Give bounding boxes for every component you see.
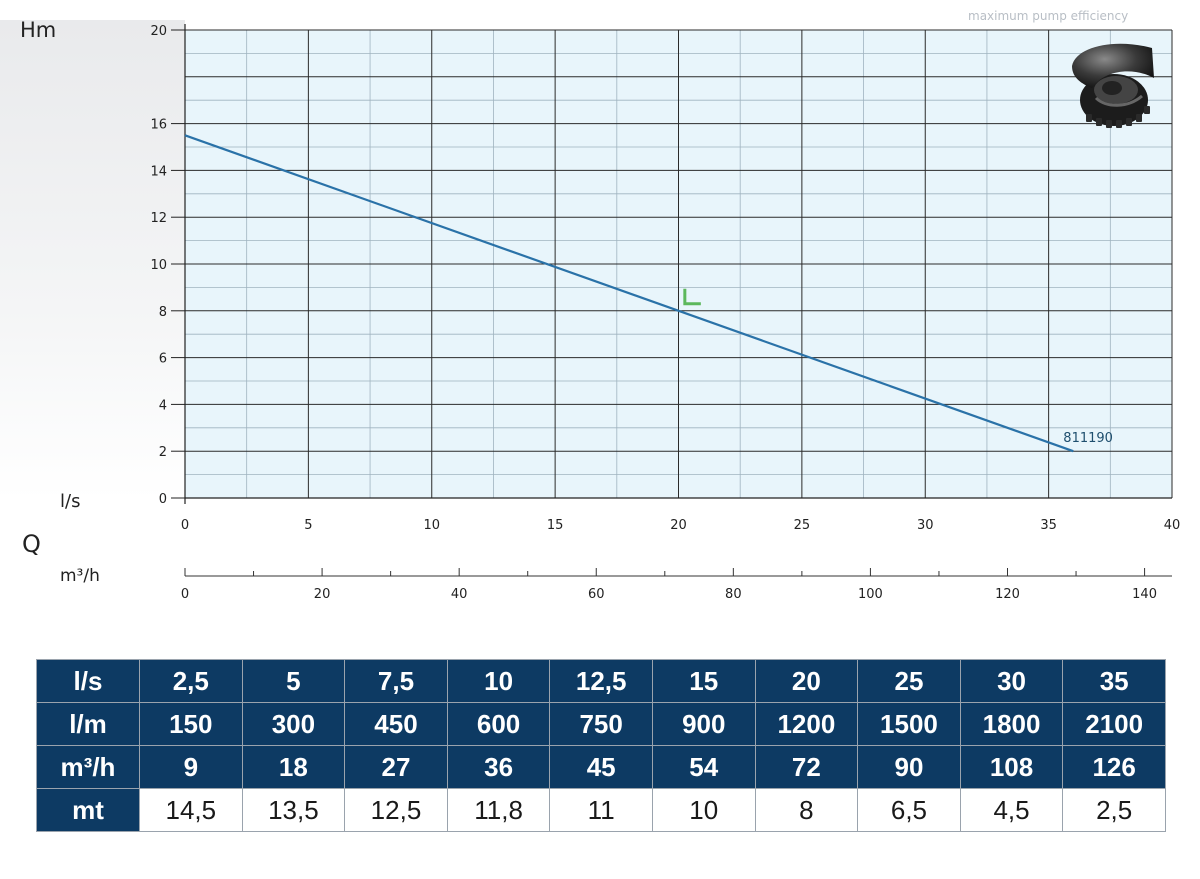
secondary-tick-label: 20 <box>314 587 331 602</box>
table-cell: 90 <box>857 745 961 789</box>
x-tick-label: 40 <box>1164 518 1181 533</box>
x-axis-unit-ls: l/s <box>60 491 81 512</box>
corner-caption-mask <box>975 5 1165 25</box>
table-cell: 14,5 <box>139 788 243 832</box>
table-cell: 1800 <box>959 702 1064 746</box>
x-tick-label: 35 <box>1040 518 1057 533</box>
secondary-tick-label: 40 <box>451 587 468 602</box>
table-cell: 30 <box>959 659 1064 703</box>
background-panel <box>0 20 185 500</box>
table-cell: 72 <box>754 745 859 789</box>
y-tick-label: 8 <box>159 305 167 320</box>
secondary-tick-label: 80 <box>725 587 742 602</box>
x-tick-label: 20 <box>670 518 687 533</box>
table-cell: 12,5 <box>344 788 448 832</box>
table-cell: 300 <box>241 702 346 746</box>
table-cell: 11 <box>549 788 653 832</box>
series-layer: 811190 <box>184 134 1113 453</box>
table-cell: 600 <box>446 702 551 746</box>
table-cell: 750 <box>549 702 653 746</box>
series-label: 811190 <box>1063 431 1113 446</box>
x-tick-label: 10 <box>423 518 440 533</box>
table-cell: 45 <box>549 745 653 789</box>
secondary-tick-label: 60 <box>588 587 605 602</box>
series-line-811190 <box>184 134 1074 453</box>
y-tick-label: 6 <box>159 352 167 367</box>
secondary-tick-label: 0 <box>181 587 189 602</box>
corner-caption: maximum pump efficiency <box>968 9 1128 23</box>
table-cell: 900 <box>651 702 756 746</box>
table-cell: 8 <box>754 788 859 832</box>
x-tick-label: 15 <box>547 518 564 533</box>
x-axis-ticks: 0 5 10 15 20 25 30 35 40 <box>181 518 1180 533</box>
y-tick-label: 20 <box>150 24 167 39</box>
table-row: l/s 2,5 5 7,5 10 12,5 15 20 25 30 35 <box>36 659 1166 703</box>
secondary-tick-label: 100 <box>858 587 883 602</box>
table-cell: 1200 <box>754 702 859 746</box>
table-cell: 10 <box>651 788 756 832</box>
table-row: mt 14,5 13,5 12,5 11,8 11 10 8 6,5 4,5 2,5 <box>36 788 1166 832</box>
grid-major <box>184 24 1173 504</box>
table-cell: 25 <box>857 659 961 703</box>
y-axis-ticks: 0 2 4 6 8 10 12 14 16 20 <box>150 24 185 507</box>
x-tick-label: 0 <box>181 518 189 533</box>
table-cell: 150 <box>139 702 243 746</box>
table-cell: 6,5 <box>857 788 961 832</box>
table-cell: 2,5 <box>1062 788 1166 832</box>
impeller-icon <box>1072 43 1154 128</box>
table-row-label: m³/h <box>36 745 140 789</box>
table-row: m³/h 9 18 27 36 45 54 72 90 108 126 <box>36 745 1166 789</box>
performance-table: l/s 2,5 5 7,5 10 12,5 15 20 25 30 35 l/m 150 300 450 60… <box>36 659 1166 832</box>
table-cell: 1500 <box>857 702 961 746</box>
y-tick-label: 2 <box>159 445 167 460</box>
table-cell: 54 <box>651 745 756 789</box>
table-cell: 10 <box>446 659 551 703</box>
y-tick-label: 10 <box>150 258 167 273</box>
table-cell: 126 <box>1062 745 1166 789</box>
y-axis-title: Hm <box>20 18 57 42</box>
table-cell: 9 <box>139 745 243 789</box>
y-tick-label: 12 <box>150 211 167 226</box>
table-row: l/m 150 300 450 600 750 900 1200 1500 1800 2100 <box>36 702 1166 746</box>
pump-curve-chart: maximum pump efficiency 024681012141620 … <box>150 5 1181 602</box>
table-row-label: mt <box>36 788 140 832</box>
table-cell: 15 <box>651 659 756 703</box>
table-cell: 4,5 <box>959 788 1064 832</box>
table-cell: 2,5 <box>139 659 243 703</box>
x-axis-unit-m3h: m³/h <box>60 566 100 586</box>
table-cell: 5 <box>241 659 346 703</box>
table-cell: 27 <box>344 745 448 789</box>
table-cell: 11,8 <box>446 788 551 832</box>
table-cell: 7,5 <box>344 659 448 703</box>
secondary-tick-label: 140 <box>1132 587 1157 602</box>
table-cell: 12,5 <box>549 659 653 703</box>
table-row-label: l/s <box>36 659 140 703</box>
y-tick-label: 14 <box>150 164 167 179</box>
y-tick-label: 0 <box>159 492 167 507</box>
table-cell: 20 <box>754 659 859 703</box>
y-tick-label: 4 <box>159 398 167 413</box>
best-efficiency-marker <box>683 288 701 306</box>
table-cell: 13,5 <box>241 788 346 832</box>
table-cell: 2100 <box>1062 702 1166 746</box>
x-tick-label: 25 <box>794 518 811 533</box>
flow-q-label: Q <box>22 530 41 558</box>
table-cell: 36 <box>446 745 551 789</box>
table-cell: 35 <box>1062 659 1166 703</box>
x-tick-label: 30 <box>917 518 934 533</box>
table-cell: 18 <box>241 745 346 789</box>
x-tick-label: 5 <box>304 518 312 533</box>
table-row-label: l/m <box>36 702 140 746</box>
y-tick-label: 16 <box>150 118 167 133</box>
secondary-tick-label: 120 <box>995 587 1020 602</box>
table-cell: 108 <box>959 745 1064 789</box>
table-cell: 450 <box>344 702 448 746</box>
secondary-x-axis: 0 20 40 60 80 100 120 140 <box>181 568 1172 602</box>
